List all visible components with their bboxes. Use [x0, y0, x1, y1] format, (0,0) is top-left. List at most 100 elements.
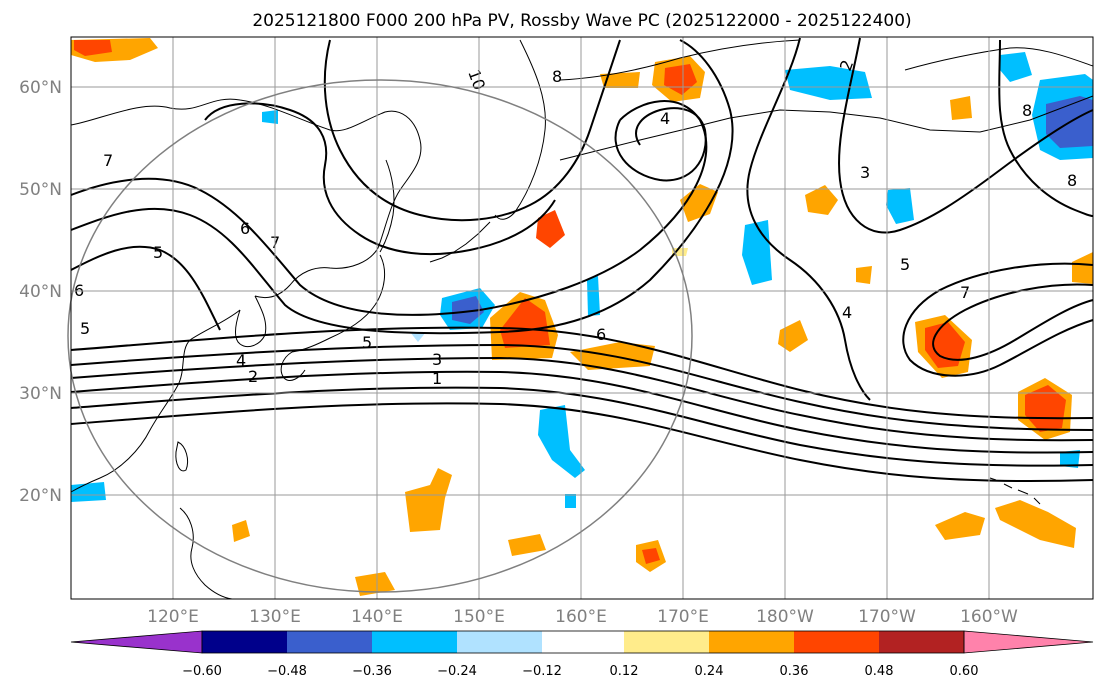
pv-contour-3 [70, 356, 1094, 442]
colorbar-segment [202, 631, 287, 653]
colorbar-tick-label: −0.24 [437, 664, 477, 679]
lon-axis-labels: 120°E 130°E 140°E 150°E 160°E 170°E 180°… [147, 607, 1018, 627]
positive-anomaly-region [950, 96, 972, 120]
gridlines [71, 37, 1093, 599]
colorbar-segment [794, 631, 879, 653]
contour-label: 7 [103, 151, 113, 170]
lat-tick-label: 20°N [19, 486, 62, 506]
positive-anomaly-core [1025, 385, 1066, 432]
hawaii-islands [989, 477, 1041, 505]
pv-contour-12 [838, 37, 1094, 234]
colorbar-tick-label: −0.48 [267, 664, 307, 679]
lat-tick-label: 50°N [19, 180, 62, 200]
lon-tick-label: 170°W [858, 607, 916, 627]
positive-anomaly-region [680, 184, 718, 222]
lat-tick-label: 40°N [19, 282, 62, 302]
contour-label: 8 [1067, 171, 1077, 190]
negative-anomaly-region [410, 332, 426, 342]
colorbar-tick-label: −0.36 [352, 664, 392, 679]
colorbar-segment [287, 631, 372, 653]
lon-tick-label: 150°E [453, 607, 505, 627]
lat-tick-label: 60°N [19, 78, 62, 98]
pv-contour-11 [746, 37, 871, 401]
philippines-islands [179, 507, 233, 600]
contour-label: 8 [1022, 101, 1032, 120]
pv-contour-7 [70, 100, 708, 316]
pv-contour-5 [70, 386, 1094, 467]
colorbar-tick-label: 0.60 [950, 664, 979, 679]
positive-anomaly-core [642, 548, 660, 564]
contour-label: 5 [80, 319, 90, 338]
negative-anomaly-region [71, 482, 106, 502]
contour-label: 4 [236, 351, 246, 370]
colorbar-left-extension [70, 630, 203, 654]
negative-anomaly-region [1060, 450, 1080, 468]
contour-label: 5 [900, 255, 910, 274]
colorbar-tick-label: −0.12 [522, 664, 562, 679]
positive-anomaly-region [995, 500, 1076, 548]
negative-anomaly-region [538, 405, 585, 478]
taiwan-island [175, 441, 189, 472]
pv-contour-10 [614, 107, 707, 182]
colorbar-tick-label: 0.48 [865, 664, 894, 679]
contour-label: 1 [432, 369, 442, 388]
chukotka-coast [559, 39, 801, 81]
pv-contour-14 [932, 283, 1094, 361]
negative-anomaly-region [1000, 52, 1032, 82]
colorbar-right-extension [963, 630, 1094, 654]
positive-anomaly-region [405, 468, 452, 532]
pv-contour-13 [902, 262, 1094, 377]
positive-anomaly-region [856, 266, 872, 284]
kamchatka-coast [494, 39, 546, 220]
positive-anomaly-core [925, 322, 965, 368]
colorbar-tick-label: 0.12 [610, 664, 639, 679]
positive-anomaly-region [935, 512, 985, 540]
negative-anomaly-core [452, 296, 484, 324]
korea-peninsula [234, 295, 267, 348]
positive-anomaly-region [536, 210, 565, 248]
contour-label: 4 [660, 109, 670, 128]
map-frame [70, 36, 1094, 600]
colorbar-segment [709, 631, 794, 653]
contour-label: 6 [240, 219, 250, 238]
pv-contour-8 [70, 39, 734, 335]
lon-tick-label: 160°E [555, 607, 607, 627]
positive-anomaly-region [805, 185, 838, 215]
pv-contour-9 [70, 245, 221, 331]
contour-label: 2 [248, 367, 258, 386]
japan-honshu [291, 254, 386, 353]
kuril-islands [429, 221, 491, 263]
sakhalin-coast [379, 159, 395, 253]
contour-label: 4 [842, 303, 852, 322]
negative-anomaly-region [565, 494, 576, 508]
colorbar-segment [879, 631, 964, 653]
pv-contour-2 [70, 343, 1094, 431]
lon-tick-label: 120°E [147, 607, 199, 627]
positive-anomaly-region [600, 72, 640, 88]
lon-tick-label: 180°W [756, 607, 814, 627]
colorbar-segment [542, 631, 624, 653]
colorbar-segment [457, 631, 542, 653]
lon-tick-label: 130°E [249, 607, 301, 627]
negative-anomaly-region [262, 110, 278, 124]
positive-anomaly-region [1072, 252, 1093, 284]
positive-anomaly-core [74, 40, 112, 56]
alaska-coast [904, 47, 1094, 71]
colorbar-segment [372, 631, 457, 653]
lat-axis-labels: 60°N 50°N 40°N 30°N 20°N [19, 78, 62, 506]
coastlines [70, 39, 1094, 600]
negative-anomaly-region [587, 276, 600, 316]
map-panel: 10 8 4 2 3 8 8 7 5 6 7 6 5 4 2 5 3 1 6 5… [67, 36, 1094, 600]
asia-coastline [70, 98, 422, 299]
contour-label: 6 [596, 325, 606, 344]
positive-anomaly-region [508, 534, 546, 556]
china-coast [70, 309, 241, 493]
lon-tick-label: 140°E [351, 607, 403, 627]
negative-anomaly-region [785, 66, 872, 100]
lon-tick-label: 170°E [657, 607, 709, 627]
colorbar-segment [624, 631, 709, 653]
pv-contour-1 [70, 326, 1094, 420]
pv-contours [70, 37, 1094, 483]
contour-label: 8 [552, 67, 562, 86]
negative-anomaly-shading [71, 52, 1093, 508]
